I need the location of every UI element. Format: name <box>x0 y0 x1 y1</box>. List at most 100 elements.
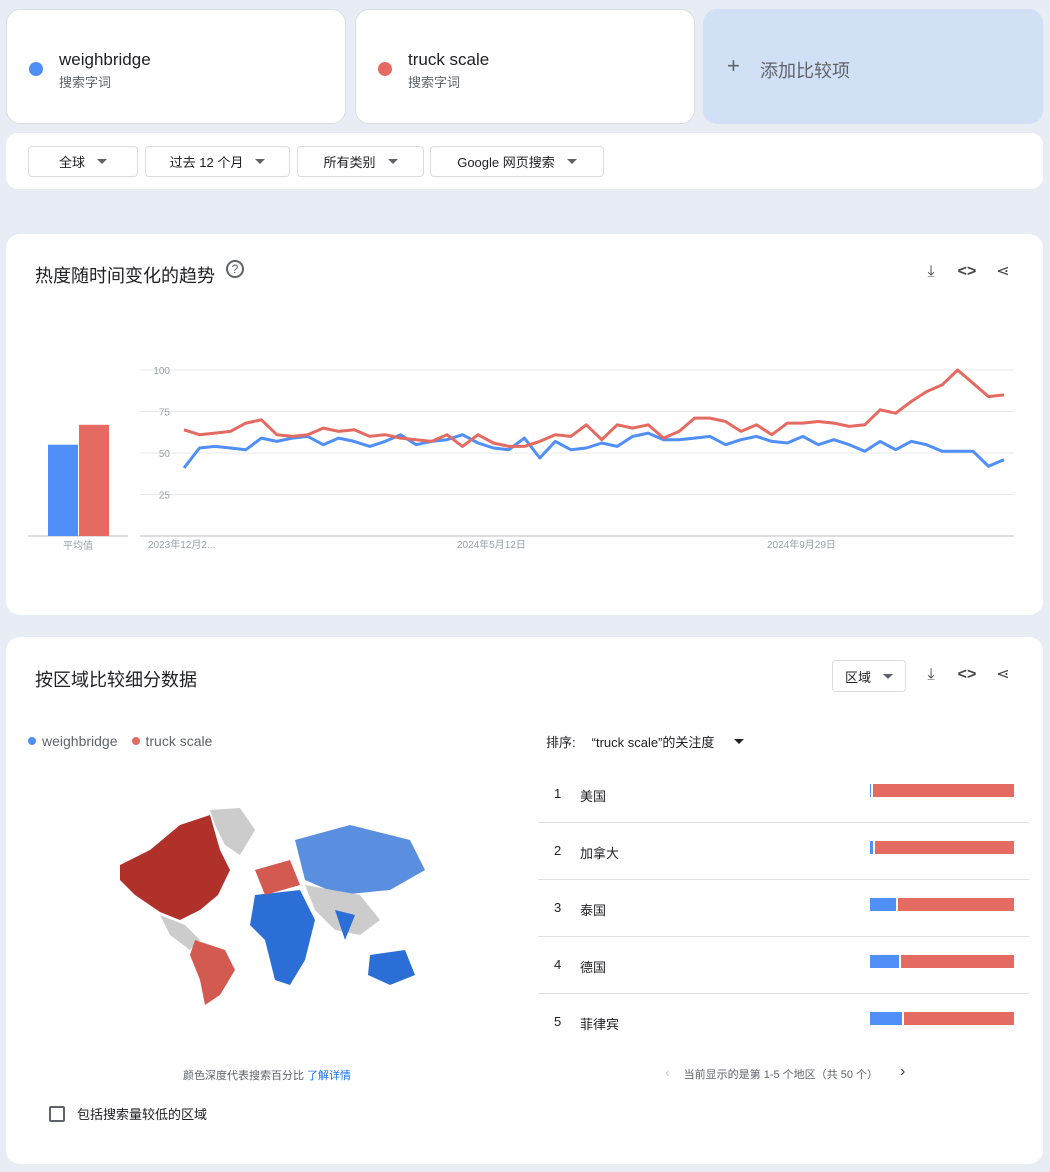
filter-bar: 全球 过去 12 个月 所有类别 Google 网页搜索 <box>6 133 1043 189</box>
download-icon[interactable]: ⤓ <box>927 666 935 683</box>
map-note: 颜色深度代表搜索百分比 了解详情 <box>183 1067 351 1083</box>
sort-value: “truck scale”的关注度 <box>591 735 715 750</box>
rank: 3 <box>554 900 562 915</box>
map-south-america <box>190 940 235 1005</box>
rank: 5 <box>554 1014 562 1029</box>
region-level-select[interactable]: 区域 <box>832 660 906 692</box>
average-bar <box>79 424 109 536</box>
region-name: 德国 <box>580 960 607 975</box>
weighbridge-share <box>870 841 873 854</box>
sort-label: 排序: <box>546 735 576 750</box>
checkbox-label: 包括搜索量较低的区域 <box>77 1107 208 1122</box>
map-africa <box>250 890 315 985</box>
term-name: weighbridge <box>59 50 151 69</box>
map-legend: weighbridge truck scale <box>28 733 212 749</box>
sort-select[interactable]: 排序: “truck scale”的关注度 <box>546 732 745 751</box>
world-map <box>120 808 425 1005</box>
series-line-truck-scale <box>183 368 1005 448</box>
weighbridge-share <box>870 784 872 797</box>
weighbridge-share <box>870 898 896 911</box>
next-page-icon[interactable]: › <box>900 1063 906 1080</box>
map-europe <box>255 860 300 895</box>
search-type-filter[interactable]: Google 网页搜索 <box>430 146 604 177</box>
legend-dot <box>131 737 140 745</box>
help-icon[interactable]: ? <box>226 260 244 278</box>
map-asia <box>305 885 380 935</box>
legend-label: truck scale <box>145 733 213 749</box>
select-label: 区域 <box>844 669 871 685</box>
time-filter[interactable]: 过去 12 个月 <box>145 146 290 177</box>
caret-down-icon <box>387 159 398 164</box>
y-tick-label: 50 <box>159 449 171 460</box>
low-volume-checkbox-row[interactable]: 包括搜索量较低的区域 <box>49 1104 207 1123</box>
rank: 1 <box>554 786 562 801</box>
region-name: 泰国 <box>580 903 607 918</box>
pagination-text: 当前显示的是第 1-5 个地区（共 50 个） <box>683 1069 879 1081</box>
checkbox[interactable] <box>49 1105 65 1122</box>
category-filter[interactable]: 所有类别 <box>297 146 424 177</box>
truck-scale-share <box>900 955 1014 968</box>
caret-down-icon <box>566 159 577 164</box>
share-bar <box>870 784 1014 797</box>
rank: 2 <box>554 843 562 858</box>
caret-down-icon <box>97 159 107 164</box>
weighbridge-share <box>870 955 899 968</box>
rank: 4 <box>554 957 562 972</box>
share-icon[interactable]: ⋖ <box>996 666 1010 683</box>
region-filter[interactable]: 全球 <box>28 146 138 177</box>
average-bar <box>48 444 78 536</box>
caret-down-icon <box>883 673 893 679</box>
region-row[interactable]: 2 加拿大 <box>538 823 1029 880</box>
y-tick-label: 100 <box>153 366 170 377</box>
term-card-weighbridge[interactable]: weighbridge 搜索字词 <box>6 9 346 124</box>
region-row[interactable]: 5 菲律宾 <box>538 994 1029 1051</box>
share-icon[interactable]: ⋖ <box>996 263 1010 280</box>
embed-icon[interactable]: <> <box>957 263 977 280</box>
map-north-america <box>120 815 230 920</box>
truck-scale-share <box>903 1012 1014 1025</box>
add-comparison-label: 添加比较项 <box>760 61 850 81</box>
region-name: 美国 <box>580 789 607 804</box>
truck-scale-share <box>873 784 1014 797</box>
region-name: 菲律宾 <box>580 1017 620 1032</box>
region-row[interactable]: 4 德国 <box>538 937 1029 994</box>
region-name: 加拿大 <box>580 846 620 861</box>
trend-title: 热度随时间变化的趋势 <box>35 266 215 286</box>
term-type: 搜索字词 <box>59 75 112 90</box>
weighbridge-share <box>870 1012 902 1025</box>
map-central-america <box>160 915 200 950</box>
truck-scale-share <box>897 898 1014 911</box>
share-bar <box>870 898 1014 911</box>
pagination: ‹ 当前显示的是第 1-5 个地区（共 50 个） › <box>665 1063 906 1082</box>
term-name: truck scale <box>408 50 490 69</box>
region-row[interactable]: 1 美国 <box>538 766 1029 823</box>
x-tick-label: 2023年12月2... <box>148 538 215 551</box>
region-row[interactable]: 3 泰国 <box>538 880 1029 937</box>
embed-icon[interactable]: <> <box>957 666 977 683</box>
truck-scale-share <box>874 841 1014 854</box>
legend-dot <box>28 737 36 745</box>
share-bar <box>870 1012 1014 1025</box>
filter-label: Google 网页搜索 <box>457 155 555 170</box>
caret-down-icon <box>255 159 266 164</box>
caret-down-icon <box>734 739 745 744</box>
plus-icon: + <box>727 53 740 78</box>
series-dot <box>29 62 43 76</box>
add-comparison-button[interactable]: + 添加比较项 <box>703 9 1043 124</box>
filter-label: 所有类别 <box>323 155 376 170</box>
map-australia <box>368 950 415 985</box>
download-icon[interactable]: ⤓ <box>927 263 935 280</box>
trend-card: 热度随时间变化的趋势 ? ⤓ <> ⋖ <box>6 234 1043 615</box>
share-bar <box>870 955 1014 968</box>
y-tick-label: 75 <box>159 408 171 419</box>
map-india <box>335 910 355 940</box>
learn-more-link[interactable]: 了解详情 <box>307 1070 352 1082</box>
region-title: 按区域比较细分数据 <box>35 670 197 690</box>
prev-page-icon[interactable]: ‹ <box>665 1064 670 1080</box>
term-card-truck-scale[interactable]: truck scale 搜索字词 <box>355 9 695 124</box>
x-tick-label: 2024年9月29日 <box>767 538 836 551</box>
filter-label: 全球 <box>58 155 85 170</box>
series-line-weighbridge <box>182 431 1005 469</box>
y-tick-label: 25 <box>159 491 171 502</box>
x-tick-label: 2024年5月12日 <box>457 538 526 551</box>
